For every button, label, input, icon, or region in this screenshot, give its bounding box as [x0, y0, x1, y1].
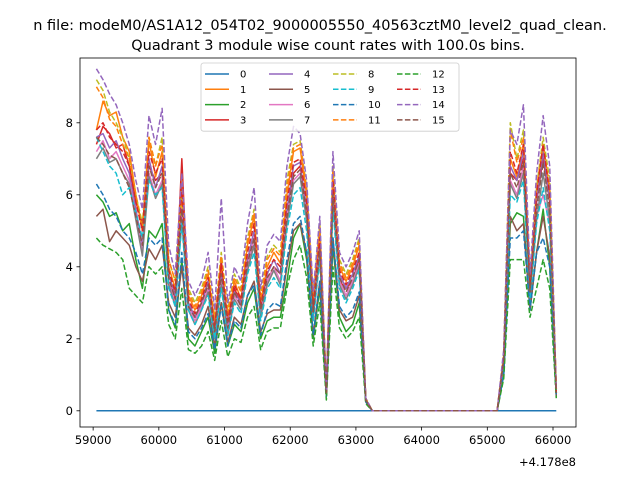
x-tick-label-66000: 66000	[535, 433, 572, 447]
y-tick-label-0: 0	[66, 404, 73, 418]
legend-label-15: 15	[432, 115, 445, 126]
y-tick-label-6: 6	[66, 188, 73, 202]
legend-label-1: 1	[240, 85, 246, 96]
x-tick-label-61000: 61000	[206, 433, 243, 447]
legend-label-10: 10	[368, 100, 381, 111]
x-tick-label-65000: 65000	[469, 433, 506, 447]
x-tick-label-60000: 60000	[141, 433, 178, 447]
legend-label-8: 8	[368, 70, 374, 81]
legend-label-7: 7	[304, 115, 310, 126]
y-tick-label-8: 8	[66, 116, 73, 130]
legend-label-9: 9	[368, 85, 374, 96]
legend-label-6: 6	[304, 100, 310, 111]
legend-label-2: 2	[240, 100, 246, 111]
x-tick-label-64000: 64000	[403, 433, 440, 447]
legend-label-4: 4	[304, 70, 310, 81]
x-tick-label-62000: 62000	[272, 433, 309, 447]
figure: n file: modeM0/AS1A12_054T02_9000005550_…	[0, 0, 640, 480]
x-tick-label-63000: 63000	[338, 433, 375, 447]
figure-suptitle: n file: modeM0/AS1A12_054T02_9000005550_…	[33, 18, 607, 34]
legend-label-11: 11	[368, 115, 381, 126]
x-tick-label-59000: 59000	[75, 433, 112, 447]
legend-label-5: 5	[304, 85, 310, 96]
y-tick-label-4: 4	[66, 260, 73, 274]
legend-label-0: 0	[240, 70, 246, 81]
legend-label-14: 14	[432, 100, 445, 111]
x-axis-offset-label: +4.178e8	[519, 455, 576, 469]
legend-label-12: 12	[432, 70, 445, 81]
legend-label-3: 3	[240, 115, 246, 126]
chart-title: Quadrant 3 module wise count rates with …	[131, 38, 525, 54]
y-tick-label-2: 2	[66, 332, 73, 346]
legend-label-13: 13	[432, 85, 445, 96]
